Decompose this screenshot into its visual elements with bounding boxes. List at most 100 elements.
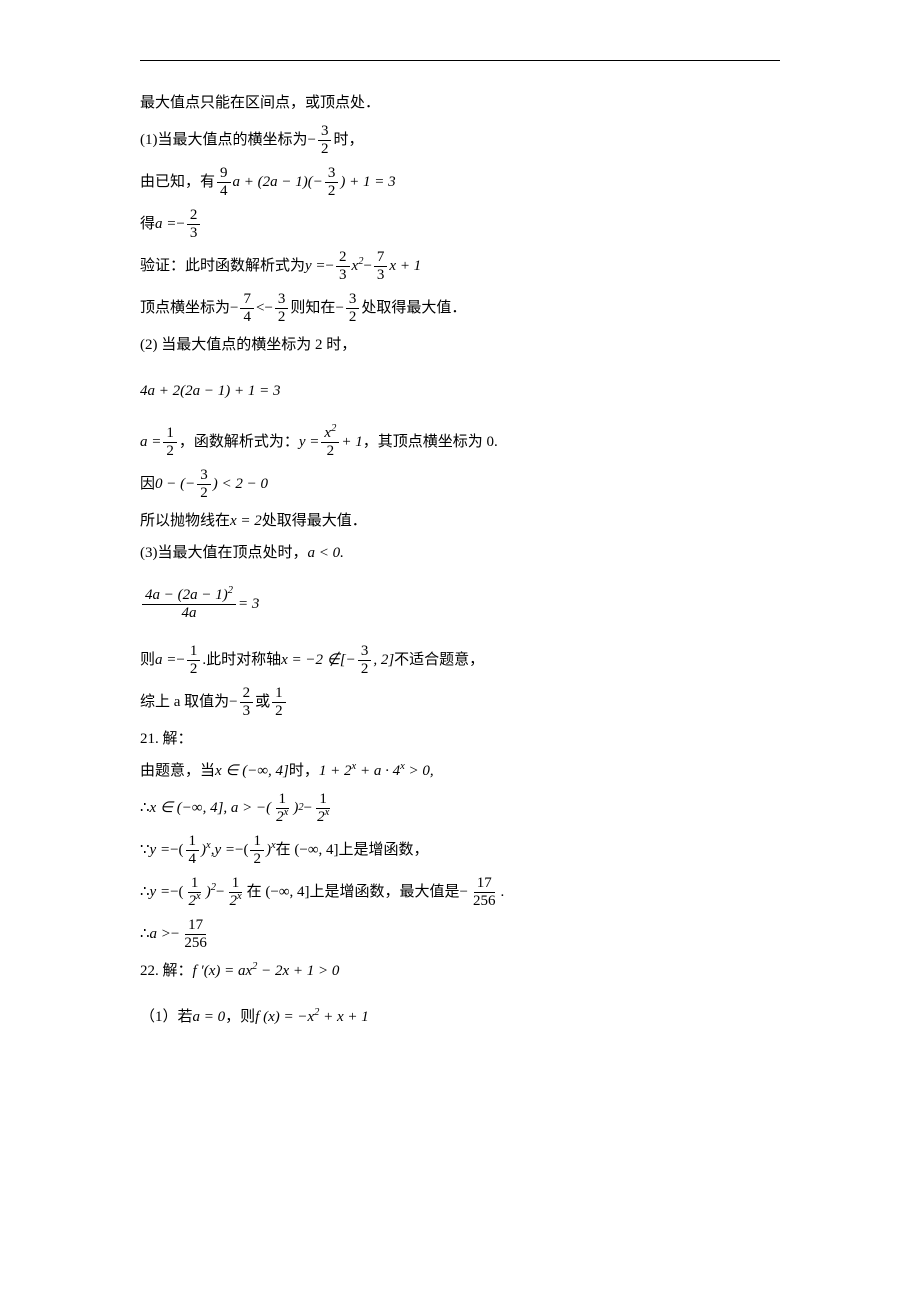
- expr-end: ) + 1 = 3: [340, 170, 395, 194]
- frac-7-4: 74: [240, 291, 254, 325]
- line-6: 顶点横坐标为 − 74 < − 32 则知在 − 32 处取得最大值．: [140, 291, 780, 325]
- minus3: −: [335, 296, 343, 320]
- therefore: ∴: [140, 880, 150, 904]
- y-eq: y =: [299, 430, 320, 454]
- line-8: 4a + 2(2a − 1) + 1 = 3: [140, 379, 780, 403]
- text: 顶点横坐标为: [140, 296, 230, 320]
- frac-3-2c: 32: [275, 291, 289, 325]
- minus: −: [304, 796, 312, 820]
- close-x2: )x: [266, 838, 276, 862]
- fx: f (x) = −x2 + x + 1: [255, 1005, 369, 1029]
- line-14: 综上 a 取值为 − 23 或 12: [140, 685, 780, 719]
- x2: x2: [352, 254, 364, 278]
- line-19: ∴ y = −( 12x )2 − 12x 在 (−∞, 4] 上是增函数，最大…: [140, 875, 780, 909]
- text: 得: [140, 212, 155, 236]
- frac-1-2x3: 12x: [186, 875, 204, 909]
- in-int: 在 (−∞, 4]: [276, 838, 339, 862]
- frac-3-2: 32: [318, 123, 332, 157]
- frac-1-2x2: 12x: [314, 791, 332, 825]
- text: 因: [140, 472, 155, 496]
- vertex-frac: 4a − (2a − 1)2 4a: [142, 587, 236, 621]
- expr: a + (2a − 1)(−: [233, 170, 323, 194]
- minus: −: [230, 296, 238, 320]
- frac-1-2b: 12: [187, 643, 201, 677]
- minus: −: [326, 254, 334, 278]
- lt: <: [256, 296, 264, 320]
- y-eq: y =: [150, 838, 171, 862]
- frac-3-2d: 32: [346, 291, 360, 325]
- line-vertex-frac: 4a − (2a − 1)2 4a = 3: [140, 587, 780, 621]
- text: 则: [140, 648, 155, 672]
- text: (3)当最大值在顶点处时，: [140, 541, 308, 565]
- a-gt: , a > −(: [223, 796, 271, 820]
- line-10: 因 0 − (− 32 ) < 2 − 0: [140, 467, 780, 501]
- text2: 此时对称轴: [206, 648, 281, 672]
- frac-3-2b: 32: [325, 165, 339, 199]
- close-sq: )2: [206, 880, 216, 904]
- text: 所以抛物线在: [140, 509, 230, 533]
- therefore: ∴: [140, 796, 150, 820]
- x-in: x ∈ (−∞, 4]: [150, 796, 224, 820]
- text: 时，: [333, 128, 363, 152]
- line-16: 由题意，当 x ∈ (−∞, 4] 时， 1 + 2x + a · 4x > 0…: [140, 759, 780, 783]
- lt20: ) < 2 − 0: [213, 472, 268, 496]
- text: 由已知，有: [140, 170, 215, 194]
- minus: −: [171, 922, 179, 946]
- frac-1-2d: 12: [250, 833, 264, 867]
- minus2: −(: [235, 838, 248, 862]
- frac-9-4: 94: [217, 165, 231, 199]
- or: 或: [255, 690, 270, 714]
- line-20: ∴ a > − 17256: [140, 917, 780, 951]
- eq3: = 3: [238, 592, 259, 616]
- plus1: + 1: [341, 430, 362, 454]
- text: 验证：此时函数解析式为: [140, 254, 305, 278]
- line-7: (2) 当最大值点的横坐标为 2 时，: [140, 333, 780, 357]
- a0: a = 0: [193, 1005, 226, 1029]
- text: (2) 当最大值点的横坐标为 2 时，: [140, 333, 356, 357]
- line-3: 由已知，有 94 a + (2a − 1)(− 32 ) + 1 = 3: [140, 165, 780, 199]
- frac-1-2c: 12: [272, 685, 286, 719]
- frac-2-3: 23: [187, 207, 201, 241]
- line-1: 最大值点只能在区间点，或顶点处．: [140, 91, 780, 115]
- text3: 不适合题意，: [394, 648, 484, 672]
- y-eq: y =: [150, 880, 171, 904]
- a-eq: a =: [155, 212, 176, 236]
- frac-3-2e: 32: [197, 467, 211, 501]
- line-15: 21. 解：: [140, 727, 780, 751]
- y-eq2: y =: [214, 838, 235, 862]
- a-eq: a =: [140, 430, 161, 454]
- document-page: 最大值点只能在区间点，或顶点处． (1)当最大值点的横坐标为 − 32 时， 由…: [0, 0, 920, 1097]
- open: −(: [170, 880, 183, 904]
- frac-2-3c: 23: [240, 685, 254, 719]
- frac-1-2x4: 12x: [226, 875, 244, 909]
- in-int: 在 (−∞, 4]: [247, 880, 310, 904]
- interval1: [−: [340, 648, 356, 672]
- text2: 时，: [289, 759, 319, 783]
- text: ，函数解析式为：: [179, 430, 299, 454]
- line-9: a = 12 ，函数解析式为： y = x22 + 1 ，其顶点横坐标为 0.: [140, 425, 780, 459]
- x2: x = 2: [230, 509, 262, 533]
- minus2: −: [363, 254, 371, 278]
- tail: 上是增函数，: [339, 838, 429, 862]
- minus: −: [176, 648, 184, 672]
- fprime: f ′(x) = ax2 − 2x + 1 > 0: [193, 959, 340, 983]
- text: (1)当最大值点的横坐标为: [140, 128, 308, 152]
- line-23: （1）若 a = 0 ，则 f (x) = −x2 + x + 1: [140, 1005, 780, 1029]
- because: ∵: [140, 838, 150, 862]
- minus: −: [229, 690, 237, 714]
- minus: −: [216, 880, 224, 904]
- a-gt: a >: [150, 922, 171, 946]
- text: 由题意，当: [140, 759, 215, 783]
- minus2: −: [264, 296, 272, 320]
- text: 22. 解：: [140, 959, 193, 983]
- line-18: ∵ y = −( 14 )x, y = −( 12 )x 在 (−∞, 4] 上…: [140, 833, 780, 867]
- dot: .: [501, 880, 505, 904]
- top-rule: [140, 60, 780, 61]
- frac-3-2f: 32: [358, 643, 372, 677]
- x-neg2: x = −2 ∉: [281, 648, 340, 672]
- x-plus-1: x + 1: [389, 254, 421, 278]
- minus: −(: [170, 838, 183, 862]
- frac-7-3: 73: [374, 249, 388, 283]
- text2: 处取得最大值．: [262, 509, 367, 533]
- line-13: 则 a = − 12 . 此时对称轴 x = −2 ∉ [− 32 , 2] 不…: [140, 643, 780, 677]
